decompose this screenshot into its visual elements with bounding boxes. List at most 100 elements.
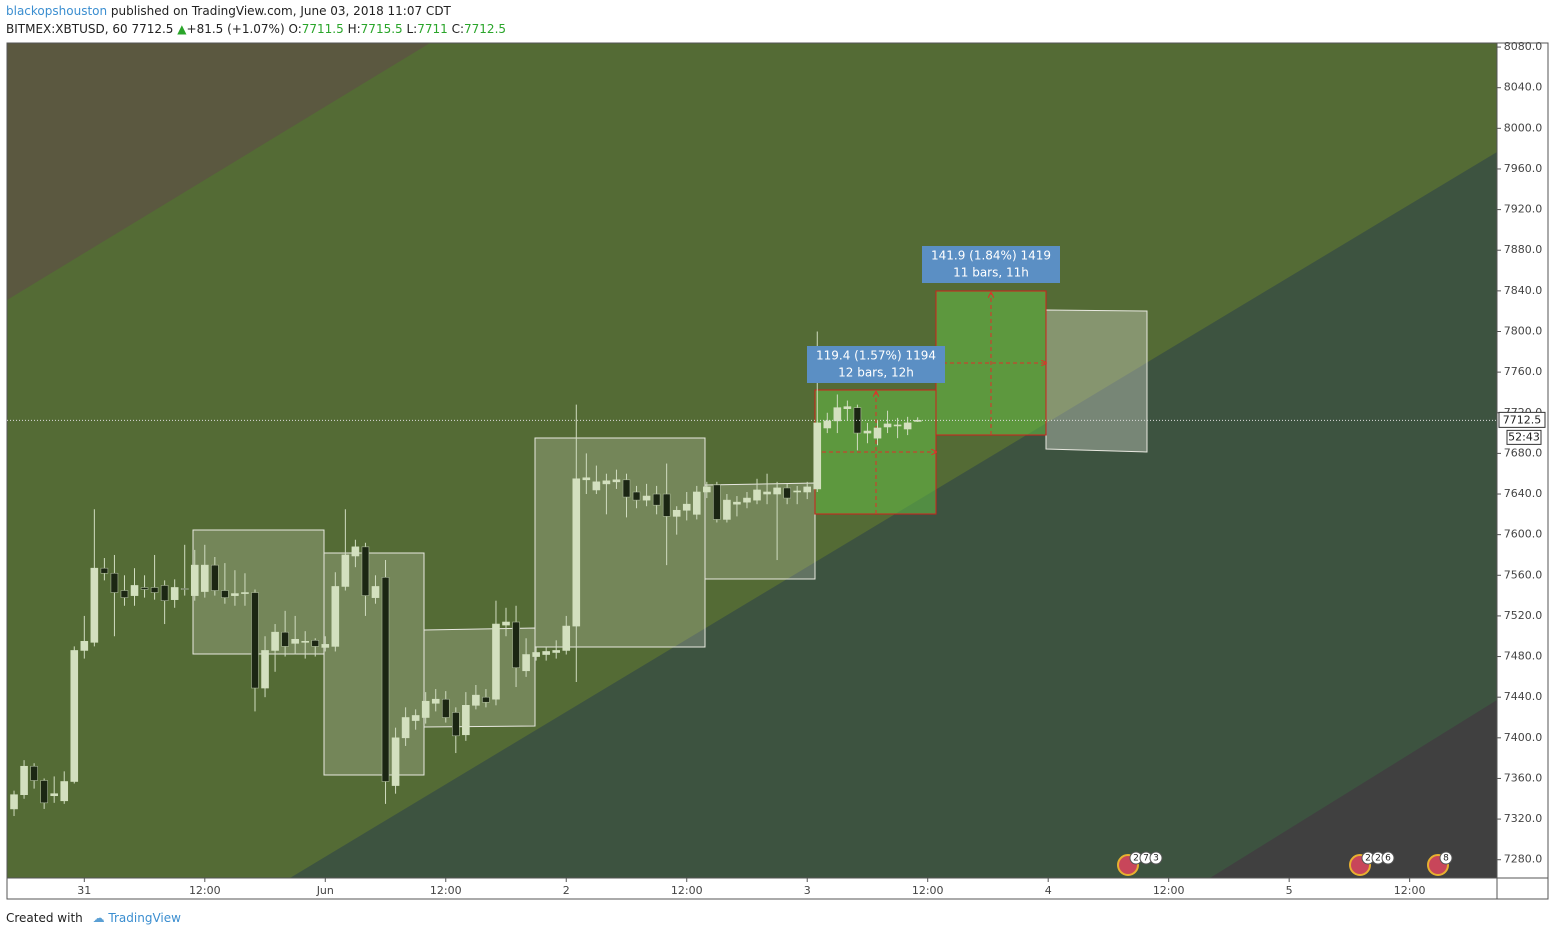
candle-body xyxy=(160,585,169,601)
o-value: 7711.5 xyxy=(301,22,344,36)
candle-body xyxy=(50,793,58,797)
event-count: 8 xyxy=(1443,854,1449,864)
candle-body xyxy=(682,503,691,511)
candle-body xyxy=(180,588,189,590)
candle-body xyxy=(873,427,882,439)
countdown-bg xyxy=(1506,429,1542,445)
countdown: 52:43 xyxy=(1508,430,1540,443)
y-tick-label: 7560.0 xyxy=(1504,568,1543,581)
author[interactable]: blackopshouston xyxy=(6,4,108,18)
y-tick-label: 7920.0 xyxy=(1504,203,1543,216)
candle-body xyxy=(261,650,269,689)
candle-body xyxy=(482,696,490,703)
x-tick-label: 12:00 xyxy=(189,884,221,897)
candle-body xyxy=(612,479,621,483)
candle-body xyxy=(723,499,731,520)
event-count: 2 xyxy=(1133,854,1139,864)
candle-body xyxy=(472,694,480,706)
candle-body xyxy=(813,422,822,490)
candle-body xyxy=(371,586,380,598)
candle-body xyxy=(843,406,852,409)
band-upper xyxy=(7,43,430,300)
footer: Created with ☁ TradingView xyxy=(6,911,181,925)
candle-body xyxy=(773,487,781,495)
y-tick-label: 7520.0 xyxy=(1504,609,1543,622)
y-tick-label: 7360.0 xyxy=(1504,771,1543,784)
y-tick-label: 7440.0 xyxy=(1504,690,1543,703)
candle-body xyxy=(20,765,28,796)
x-tick-label: 5 xyxy=(1286,884,1293,897)
y-tick-label: 7480.0 xyxy=(1504,650,1543,663)
y-tick-label: 7400.0 xyxy=(1504,731,1543,744)
candle-body xyxy=(863,430,872,434)
candle-body xyxy=(692,491,701,515)
event-count: 6 xyxy=(1385,854,1391,864)
created: Created with xyxy=(6,911,83,925)
candle-body xyxy=(291,638,299,644)
candle-body xyxy=(652,493,661,506)
candle-body xyxy=(703,486,711,493)
x-tick-label: 3 xyxy=(804,884,811,897)
candle-body xyxy=(391,737,400,786)
y-tick-label: 7760.0 xyxy=(1504,365,1543,378)
candle-body xyxy=(562,625,571,651)
candle-body xyxy=(823,420,832,429)
measure-label: 141.9 (1.84%) 1419 xyxy=(931,249,1051,263)
candle-body xyxy=(190,564,199,596)
measure-label: 119.4 (1.57%) 1194 xyxy=(816,349,936,363)
symbol: BITMEX:XBTUSD, 60 xyxy=(6,22,128,36)
candle-body xyxy=(80,641,89,651)
event-badge xyxy=(1439,851,1453,865)
candle-body xyxy=(311,639,320,647)
y-tick-label: 8000.0 xyxy=(1504,121,1543,134)
candle-body xyxy=(431,698,440,704)
h-label: H: xyxy=(347,22,361,36)
candle-body xyxy=(522,654,530,672)
candle-body xyxy=(70,650,79,782)
candle-body xyxy=(572,478,581,627)
header-line-2: BITMEX:XBTUSD, 60 7712.5 ▲+81.5 (+1.07%)… xyxy=(6,22,506,36)
candle-body xyxy=(502,621,510,626)
candle-body xyxy=(60,781,69,802)
x-tick-label: 12:00 xyxy=(1394,884,1426,897)
candle-body xyxy=(200,564,209,592)
measure-1 xyxy=(814,389,936,515)
candle-body xyxy=(231,593,239,596)
y-tick-label: 7880.0 xyxy=(1504,243,1543,256)
candle-body xyxy=(170,587,179,600)
candle-body xyxy=(10,794,18,810)
candle-body xyxy=(441,698,450,718)
candle-body xyxy=(532,652,540,657)
candle-body xyxy=(361,546,370,596)
change: +81.5 (+1.07%) xyxy=(186,22,285,36)
candle-body xyxy=(763,491,771,495)
l-value: 7711 xyxy=(417,22,448,36)
candle-body xyxy=(542,651,550,655)
candle-body xyxy=(110,572,119,593)
l-label: L: xyxy=(406,22,418,36)
time-axis xyxy=(7,878,1548,899)
candle-body xyxy=(221,590,229,598)
event-count: 3 xyxy=(1153,854,1159,864)
brand[interactable]: TradingView xyxy=(108,911,181,925)
candle-body xyxy=(452,712,460,737)
h-value: 7715.5 xyxy=(360,22,403,36)
event-count: 2 xyxy=(1365,854,1371,864)
candle-body xyxy=(281,631,289,647)
measure-label-bg xyxy=(922,246,1060,283)
candle-body xyxy=(331,586,340,647)
candle-body xyxy=(903,422,912,430)
candle-body xyxy=(672,509,681,517)
candle-body xyxy=(602,480,611,485)
candle-body xyxy=(803,486,812,493)
candle-body xyxy=(733,501,741,505)
drawings xyxy=(192,309,1148,776)
candle-body xyxy=(90,567,99,643)
candle-body xyxy=(341,554,350,587)
candle-body xyxy=(833,407,842,422)
candles xyxy=(10,331,922,817)
candle-body xyxy=(401,717,410,739)
x-tick-label: 12:00 xyxy=(912,884,944,897)
candle-body xyxy=(592,481,601,491)
